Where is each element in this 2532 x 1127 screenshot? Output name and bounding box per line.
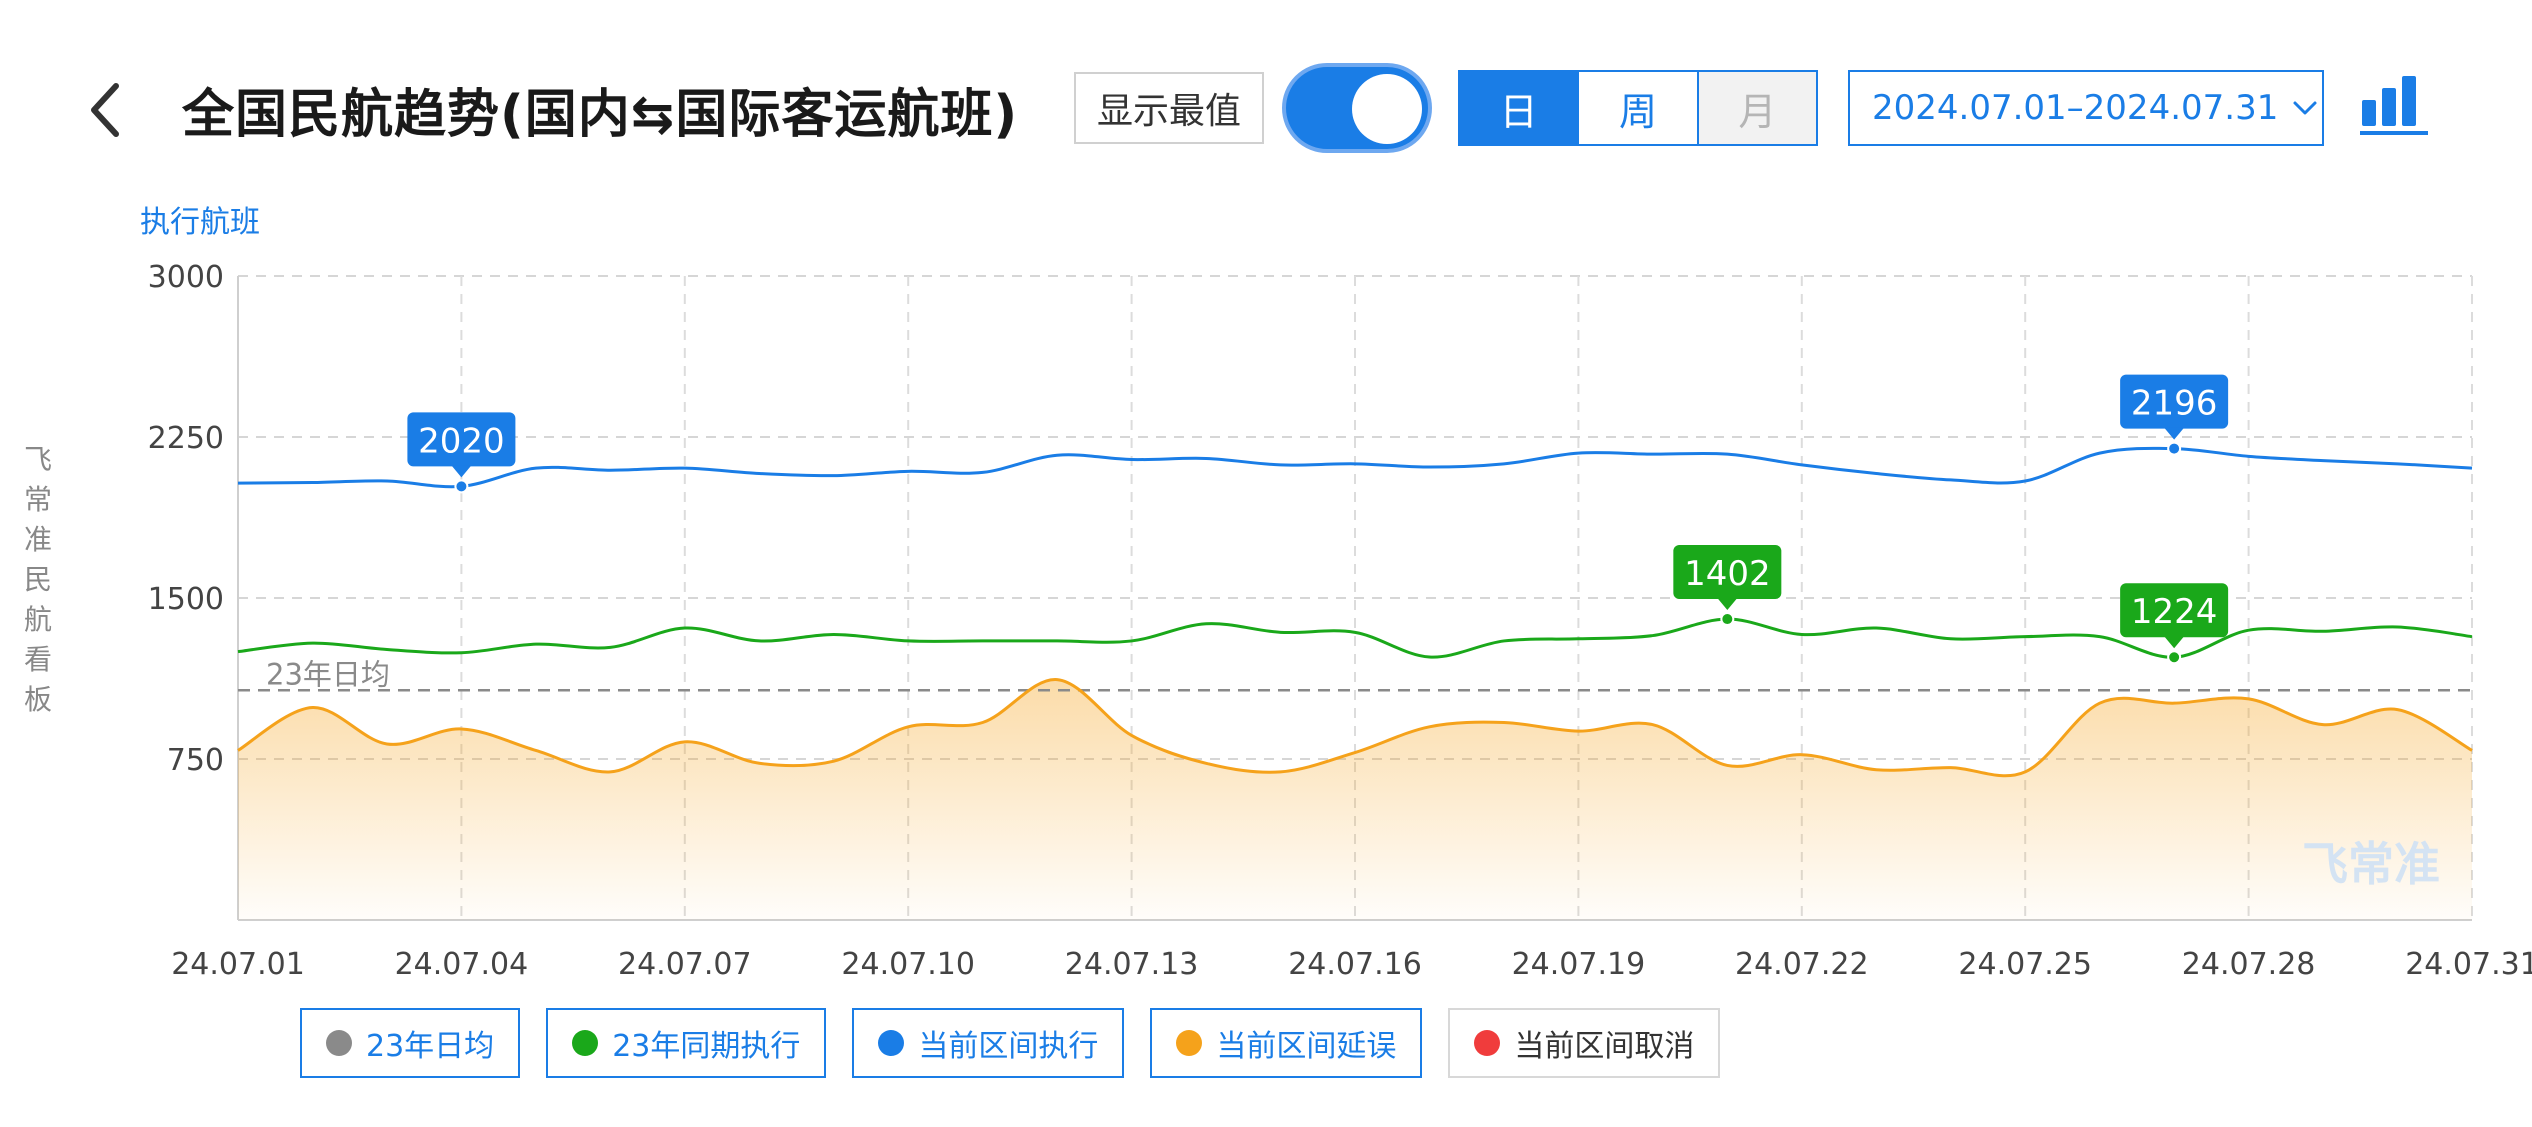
series-line-same <box>237 617 2473 659</box>
annotation-point <box>2167 441 2182 456</box>
show-extremes-button[interactable]: 显示最值 <box>1074 72 1264 144</box>
legend-dot <box>572 1030 599 1056</box>
legend-item-current-exec[interactable]: 当前区间执行 <box>852 1008 1125 1078</box>
legend-item-2023-avg[interactable]: 23年日均 <box>300 1008 521 1078</box>
x-tick-label: 24.07.19 <box>1512 947 1646 982</box>
x-tick-label: 24.07.10 <box>841 947 975 982</box>
annotation-bubble: 1402 <box>1673 545 1782 611</box>
back-button[interactable] <box>80 70 140 150</box>
legend: 23年日均 23年同期执行 当前区间执行 当前区间延误 当前区间取消 <box>300 1008 1746 1078</box>
x-tick-label: 24.07.31 <box>2405 947 2532 982</box>
annotation-box <box>407 412 516 467</box>
series-line-delay <box>237 678 2473 778</box>
annotation-pointer <box>1717 598 1738 611</box>
chevron-down-icon <box>2293 101 2317 115</box>
series-area-current-delay <box>238 679 2472 920</box>
toggle-knob <box>1352 74 1422 144</box>
legend-item-current-cancel[interactable]: 当前区间取消 <box>1448 1008 1721 1078</box>
annotation-box <box>2120 374 2229 429</box>
annotation-point <box>2167 650 2182 665</box>
chart-watermark: 飞常准 <box>2302 837 2440 891</box>
y-axis-title: 执行航班 <box>140 205 260 240</box>
legend-label: 23年同期执行 <box>612 1029 801 1064</box>
tab-week[interactable]: 周 <box>1579 72 1699 144</box>
legend-dot <box>1176 1030 1203 1056</box>
tab-month[interactable]: 月 <box>1698 72 1816 144</box>
legend-dot <box>1474 1030 1501 1056</box>
annotation-label: 1224 <box>2131 592 2218 632</box>
x-tick-label: 24.07.22 <box>1735 947 1869 982</box>
annotation-pointer <box>2164 636 2185 649</box>
series-line-exec <box>237 446 2473 489</box>
x-tick-label: 24.07.13 <box>1065 947 1199 982</box>
x-tick-label: 24.07.07 <box>618 947 752 982</box>
date-range-select[interactable]: 2024.07.01–2024.07.31 <box>1848 70 2324 146</box>
annotation-pointer <box>2164 427 2185 440</box>
chart-type-button[interactable] <box>2360 74 2430 136</box>
legend-item-current-delay[interactable]: 当前区间延误 <box>1150 1008 1423 1078</box>
legend-label: 当前区间延误 <box>1216 1029 1397 1064</box>
legend-label: 23年日均 <box>366 1029 495 1064</box>
chevron-left-icon <box>91 83 119 137</box>
annotation-pointer <box>451 465 472 478</box>
side-watermark-label: 飞常准民航看板 <box>23 443 52 716</box>
annotation-box <box>1673 545 1782 600</box>
annotation-label: 1402 <box>1684 554 1771 594</box>
annotation-label: 2020 <box>418 421 505 461</box>
tab-day[interactable]: 日 <box>1460 72 1580 144</box>
y-tick-label: 2250 <box>148 421 224 456</box>
annotation-box <box>2120 583 2229 638</box>
x-tick-label: 24.07.25 <box>1958 947 2092 982</box>
legend-dot <box>326 1030 352 1056</box>
annotation-bubble: 2020 <box>407 412 516 478</box>
annotation-point <box>1720 612 1735 627</box>
legend-label: 当前区间取消 <box>1514 1029 1695 1064</box>
y-tick-label: 1500 <box>148 582 224 617</box>
x-tick-label: 24.07.28 <box>2182 947 2316 982</box>
page-title: 全国民航趋势(国内⇆国际客运航班) <box>182 85 1019 145</box>
legend-item-2023-same-period[interactable]: 23年同期执行 <box>546 1008 827 1078</box>
annotation-point <box>454 479 469 494</box>
granularity-tabs: 日 周 月 <box>1458 70 1818 146</box>
header: 全国民航趋势(国内⇆国际客运航班) 显示最值 日 周 月 2024.07.01–… <box>0 0 2532 200</box>
x-tick-label: 24.07.01 <box>171 947 305 982</box>
reference-line-label: 23年日均 <box>266 657 390 691</box>
legend-dot <box>878 1030 905 1056</box>
y-tick-label: 750 <box>167 743 224 778</box>
x-tick-label: 24.07.04 <box>395 947 529 982</box>
annotation-label: 2196 <box>2131 384 2218 424</box>
trend-chart: 执行航班 750 1500 2250 3000 24.07.01 24.07.04 24.07… <box>140 205 2532 982</box>
annotation-bubble: 2196 <box>2120 374 2229 440</box>
date-range-value: 2024.07.01–2024.07.31 <box>1872 88 2279 128</box>
x-tick-label: 24.07.16 <box>1288 947 1422 982</box>
annotation-bubble: 1224 <box>2120 583 2229 649</box>
bar-chart-icon <box>2360 76 2428 135</box>
show-extremes-toggle[interactable] <box>1282 63 1432 153</box>
y-tick-label: 3000 <box>148 260 224 295</box>
legend-label: 当前区间执行 <box>918 1029 1099 1064</box>
